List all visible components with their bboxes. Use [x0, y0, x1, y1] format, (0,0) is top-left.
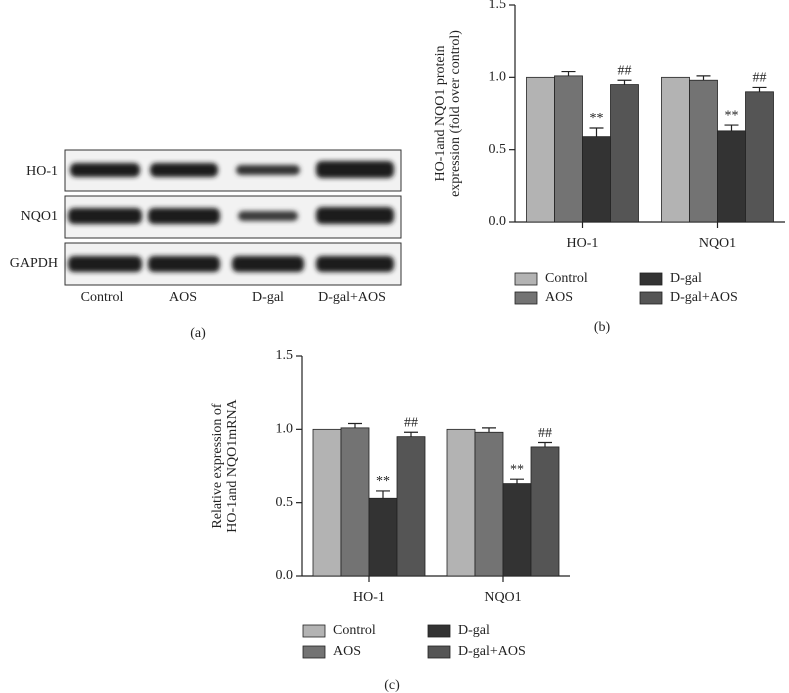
bar	[661, 76, 690, 223]
significance-label: ##	[753, 71, 767, 86]
y-axis-title: Relative expression of	[210, 403, 225, 529]
legend-label: D-gal+AOS	[458, 644, 526, 659]
panel-label: (c)	[384, 678, 400, 693]
legend-label: D-gal	[458, 623, 490, 638]
significance-label: **	[725, 108, 739, 123]
error-bar	[752, 86, 767, 92]
y-tick-label: 1.0	[489, 70, 507, 85]
legend-label: Control	[333, 623, 376, 638]
blot-row-label: GAPDH	[10, 256, 58, 271]
y-tick-label: 0.0	[276, 568, 294, 583]
bar	[340, 427, 370, 577]
bands	[68, 161, 394, 272]
blot-column-label: AOS	[169, 290, 197, 305]
bar	[396, 436, 426, 577]
legend-label: Control	[545, 271, 588, 286]
error-bar	[724, 124, 739, 131]
western-blot: HO-1 NQO1 GAPDH Control AOS D-gal D-gal+…	[10, 149, 402, 341]
legend-swatch	[302, 624, 326, 638]
bar	[610, 84, 639, 223]
error-bar	[589, 127, 604, 137]
y-tick-label: 1.0	[276, 422, 294, 437]
error-bar	[404, 431, 418, 437]
y-tick-label: 1.5	[489, 0, 507, 12]
legend-label: AOS	[545, 290, 573, 305]
y-tick-label: 0.5	[489, 142, 507, 157]
significance-label: **	[510, 462, 524, 477]
legend-label: D-gal	[670, 271, 702, 286]
bar	[312, 428, 342, 577]
y-axis-title: expression (fold over control)	[448, 30, 463, 197]
bar	[745, 91, 774, 223]
error-bar	[482, 427, 496, 433]
bar	[526, 76, 555, 223]
significance-label: ##	[404, 415, 418, 430]
error-bar	[538, 441, 552, 447]
x-tick-label: NQO1	[484, 590, 521, 605]
blot-row-label: NQO1	[21, 209, 58, 224]
legend-swatch	[514, 291, 538, 305]
bar	[502, 483, 532, 577]
blot-column-label: D-gal	[252, 290, 284, 305]
y-tick-label: 0.5	[276, 495, 294, 510]
panel-label: (b)	[594, 320, 611, 335]
bar	[530, 446, 560, 577]
legend-swatch	[302, 645, 326, 659]
bar	[368, 497, 398, 577]
error-bar	[561, 70, 576, 76]
legend-swatch	[514, 272, 538, 286]
legend-swatch	[639, 291, 663, 305]
bar	[717, 130, 746, 223]
bar	[582, 136, 611, 223]
bar	[446, 428, 476, 577]
y-tick-label: 0.0	[489, 214, 507, 229]
error-bar	[696, 75, 711, 81]
significance-label: **	[590, 111, 604, 126]
error-bar	[510, 478, 524, 484]
significance-label: ##	[538, 426, 552, 441]
bar	[474, 431, 504, 577]
legend-label: D-gal+AOS	[670, 290, 738, 305]
panel-label: (a)	[190, 326, 206, 341]
legend-swatch	[427, 645, 451, 659]
y-axis-title: HO-1and NQO1 protein	[433, 45, 448, 181]
blot-row-label: HO-1	[26, 164, 58, 179]
bar	[554, 75, 583, 223]
legend-label: AOS	[333, 644, 361, 659]
significance-label: **	[376, 474, 390, 489]
error-bar	[617, 79, 632, 85]
x-tick-label: HO-1	[567, 236, 599, 251]
bar	[689, 79, 718, 223]
y-tick-label: 1.5	[276, 348, 294, 363]
x-tick-label: HO-1	[353, 590, 385, 605]
y-axis-title: HO-1and NQO1mRNA	[225, 398, 240, 532]
blot-column-label: D-gal+AOS	[318, 290, 386, 305]
blot-column-label: Control	[81, 290, 124, 305]
error-bar	[348, 422, 362, 428]
legend-swatch	[639, 272, 663, 286]
error-bar	[376, 490, 390, 499]
significance-label: ##	[618, 63, 632, 78]
x-tick-label: NQO1	[699, 236, 736, 251]
legend-swatch	[427, 624, 451, 638]
